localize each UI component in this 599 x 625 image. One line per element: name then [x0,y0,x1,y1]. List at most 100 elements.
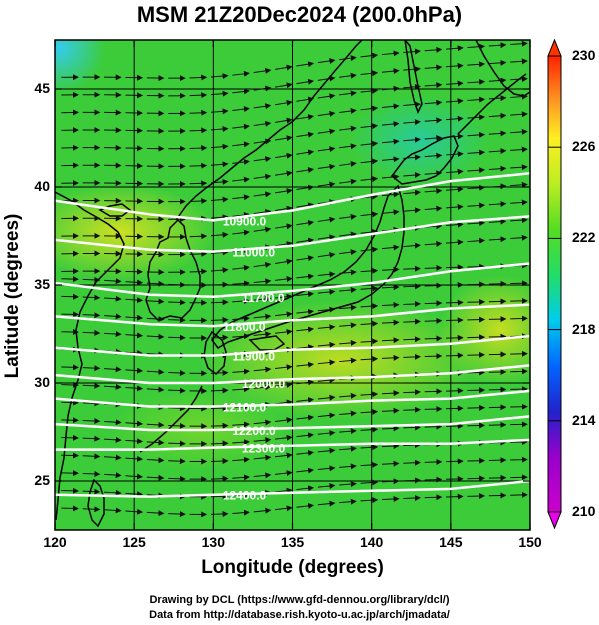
wind-arrow [446,133,464,140]
wind-arrow [104,489,122,496]
wind-arrow [467,78,486,85]
wind-arrow [146,298,165,305]
wind-arrow [296,273,315,280]
wind-arrow [446,204,464,210]
wind-arrow [232,333,250,340]
wind-arrow [210,249,229,256]
wind-arrow [253,472,272,479]
wind-arrow [296,237,315,244]
wind-arrow [296,467,315,474]
wind-arrow [253,313,272,320]
wind-arrow [488,112,507,119]
wind-arrow [232,386,250,393]
wind-arrow [82,506,101,513]
wind-arrow [317,359,336,366]
wind-arrow [488,59,507,66]
wind-arrow [146,333,165,340]
wind-arrow [168,317,186,324]
wind-arrow [360,285,379,292]
y-tick-label: 45 [34,80,50,96]
x-tick-label: 150 [518,534,542,550]
wind-arrow [232,264,250,271]
contour-label: 11800.0 [223,320,266,334]
wind-arrow [467,131,486,138]
wind-arrow [317,465,336,472]
wind-arrow [125,508,144,515]
wind-arrow [403,353,421,360]
wind-arrow [339,143,357,150]
wind-arrow [296,96,315,103]
contour-label: 12200.0 [232,424,276,438]
wind-arrow [467,237,486,244]
wind-arrow [403,154,421,161]
wind-arrow [82,329,101,336]
wind-arrow [403,477,421,484]
wind-arrow [339,108,357,114]
contour-label: 11900.0 [232,350,275,364]
wind-arrow [210,493,229,500]
wind-arrow [275,223,293,230]
wind-arrow [275,470,293,477]
sakhalin-coast [404,40,423,114]
wind-arrow [403,336,421,343]
wind-arrow [253,261,272,268]
wind-arrow [467,149,486,156]
wind-arrow [424,99,443,106]
wind-arrow [189,74,208,81]
hokkaido-coast [390,135,459,185]
wind-arrow [424,282,443,289]
wind-arrow [317,93,336,100]
wind-arrow [381,121,400,127]
colorbar [547,38,562,530]
wind-arrow [424,353,443,360]
wind-arrow [446,221,464,228]
contour-line [55,172,530,222]
wind-arrow [339,357,357,364]
wind-arrow [168,475,186,482]
contour-label: 11000.0 [232,246,275,260]
wind-arrow [467,202,486,209]
wind-arrow [210,316,229,323]
wind-arrow [189,233,208,240]
wind-arrow [168,299,186,306]
wind-arrow [360,479,379,486]
shandong-coast [98,203,132,217]
wind-arrow [104,295,122,302]
colorbar-tick-label: 222 [572,229,596,246]
credit-data: Data from http://database.rish.kyoto-u.a… [149,609,450,621]
wind-arrow [253,156,272,163]
wind-arrow [381,244,400,251]
wind-arrow [189,92,208,99]
wind-arrow [339,213,357,220]
wind-arrow [168,334,186,341]
wind-arrow [360,87,379,94]
wind-arrow [232,229,250,236]
wind-arrow [125,473,144,480]
wind-arrow [317,377,336,384]
wind-arrow [210,196,229,203]
plot-area: 10900.0 11000.0 11700.0 11800.0 11900.0 12000… [55,40,530,530]
wind-arrow [125,438,144,445]
wind-arrow [82,312,101,319]
wind-arrow [446,45,464,52]
contour-line [55,262,530,299]
wind-arrow [275,276,293,282]
wind-arrow [381,460,400,467]
wind-arrow [275,399,293,406]
wind-arrow [360,267,379,274]
wind-arrow [232,211,250,218]
wind-arrow [317,500,336,507]
wind-arrow [104,383,122,390]
wind-arrow [296,149,315,156]
wind-arrow [232,421,250,428]
wind-arrow [424,135,443,142]
wind-arrow [424,494,443,501]
wind-arrow [317,306,336,313]
wind-arrow [360,391,379,398]
wind-arrow [82,418,101,425]
contour-label: 12000.0 [242,377,286,391]
wind-arrow [424,205,443,212]
wind-arrow [510,181,528,188]
colorbar-max-arrow [547,38,562,57]
wind-arrow [296,344,315,351]
